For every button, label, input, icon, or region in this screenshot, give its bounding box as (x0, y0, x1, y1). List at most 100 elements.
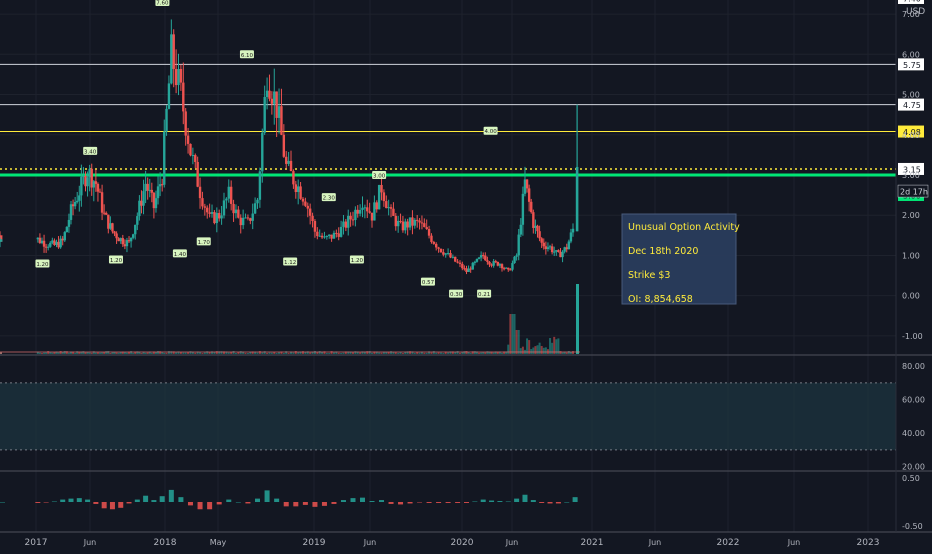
volume-bar (392, 352, 395, 354)
candle-body (377, 184, 381, 210)
volume-bar (109, 352, 112, 354)
price-label-text: 4.00 (484, 129, 497, 135)
candle-body (530, 201, 533, 213)
volume-bar (292, 352, 295, 354)
macd-histogram-bar (547, 502, 553, 504)
candle-body (201, 198, 204, 207)
volume-bar (47, 351, 50, 354)
price-label-text: 0.30 (450, 292, 463, 298)
candle-body (542, 242, 545, 247)
candle-body (565, 247, 568, 250)
volume-bar (517, 330, 520, 354)
candle-body (427, 229, 431, 236)
price-label-tag (349, 255, 364, 264)
macd-histogram-bar (151, 500, 157, 502)
macd-histogram-bar (426, 502, 432, 503)
volume-bar (199, 352, 202, 354)
candle-body (461, 263, 464, 269)
candle-body (408, 217, 412, 228)
macd-histogram-bar (312, 502, 318, 507)
volume-bar (86, 351, 89, 354)
volume-bar (165, 352, 168, 354)
time-axis-tick: 2022 (717, 538, 740, 548)
price-label-text: 3.40 (84, 149, 97, 155)
price-axis-tick: 1.00 (902, 251, 920, 260)
volume-bar (82, 351, 85, 354)
macd-histogram-bar (497, 501, 503, 502)
candle-body (368, 211, 371, 213)
candle-body (275, 91, 278, 118)
candle-body (119, 238, 122, 242)
candle-body (473, 261, 477, 263)
volume-bar (437, 352, 440, 354)
candle-body (123, 244, 127, 247)
volume-bar (347, 351, 350, 354)
macd-histogram-bar (360, 497, 366, 502)
volume-bar (90, 352, 93, 354)
price-axis-tick: 2.00 (902, 211, 920, 220)
candle-body (479, 255, 483, 258)
candle-body (454, 256, 457, 262)
volume-bar (63, 351, 66, 354)
candle-body (351, 219, 355, 221)
volume-bar (57, 352, 60, 354)
candle-body (502, 268, 506, 270)
volume-bar (294, 351, 297, 354)
candle-body (467, 268, 470, 272)
candle-body (78, 195, 81, 201)
volume-bar (230, 351, 233, 354)
candle-body (553, 251, 556, 253)
price-label-text: 6.10 (241, 53, 254, 59)
candle-body (342, 221, 345, 227)
macd-histogram-bar (274, 498, 280, 502)
macd-histogram-bar (530, 500, 536, 502)
candle-body (280, 106, 283, 135)
volume-bar (576, 284, 579, 354)
volume-bar (478, 352, 481, 354)
volume-bar (519, 348, 522, 354)
volume-bar (280, 351, 283, 354)
volume-bar (563, 351, 566, 354)
volume-bar (130, 351, 133, 354)
candle-body (536, 225, 539, 232)
candle-body (575, 166, 579, 232)
candle-body (538, 231, 541, 239)
macd-histogram-bar (118, 502, 124, 508)
candle-body (84, 175, 87, 187)
candle-body (163, 131, 166, 185)
volume-bar (423, 352, 426, 354)
price-label-text: 1.12 (284, 260, 296, 266)
price-label-tag (420, 277, 435, 286)
candle-body (244, 217, 247, 219)
candle-body (413, 219, 417, 226)
price-label-tag (172, 249, 187, 258)
candle-body (131, 234, 135, 238)
volume-bar (115, 352, 118, 354)
volume-bar (142, 351, 145, 354)
volume-bar (134, 351, 137, 354)
volume-bar (387, 351, 390, 354)
price-label-tag (283, 257, 298, 266)
candle-body (261, 132, 264, 172)
volume-bar (297, 352, 300, 354)
macd-histogram-bar (51, 501, 57, 503)
volume-bar (335, 351, 338, 354)
volume-bar (194, 352, 197, 354)
volume-bar (490, 351, 493, 354)
volume-bar (53, 352, 56, 354)
volume-bar (213, 351, 216, 354)
volume-bar (439, 352, 442, 354)
volume-bar (121, 351, 124, 354)
volume-bar (316, 352, 319, 354)
macd-histogram-bar (369, 501, 375, 502)
volume-bar (467, 352, 470, 354)
callout-box[interactable] (621, 213, 737, 305)
candle-body (213, 212, 216, 224)
candle-body (320, 235, 324, 238)
volume-bar (528, 340, 531, 354)
candle-body (38, 237, 42, 243)
candle-body (358, 209, 362, 214)
volume-bar (211, 351, 214, 354)
candle-body (251, 213, 254, 221)
